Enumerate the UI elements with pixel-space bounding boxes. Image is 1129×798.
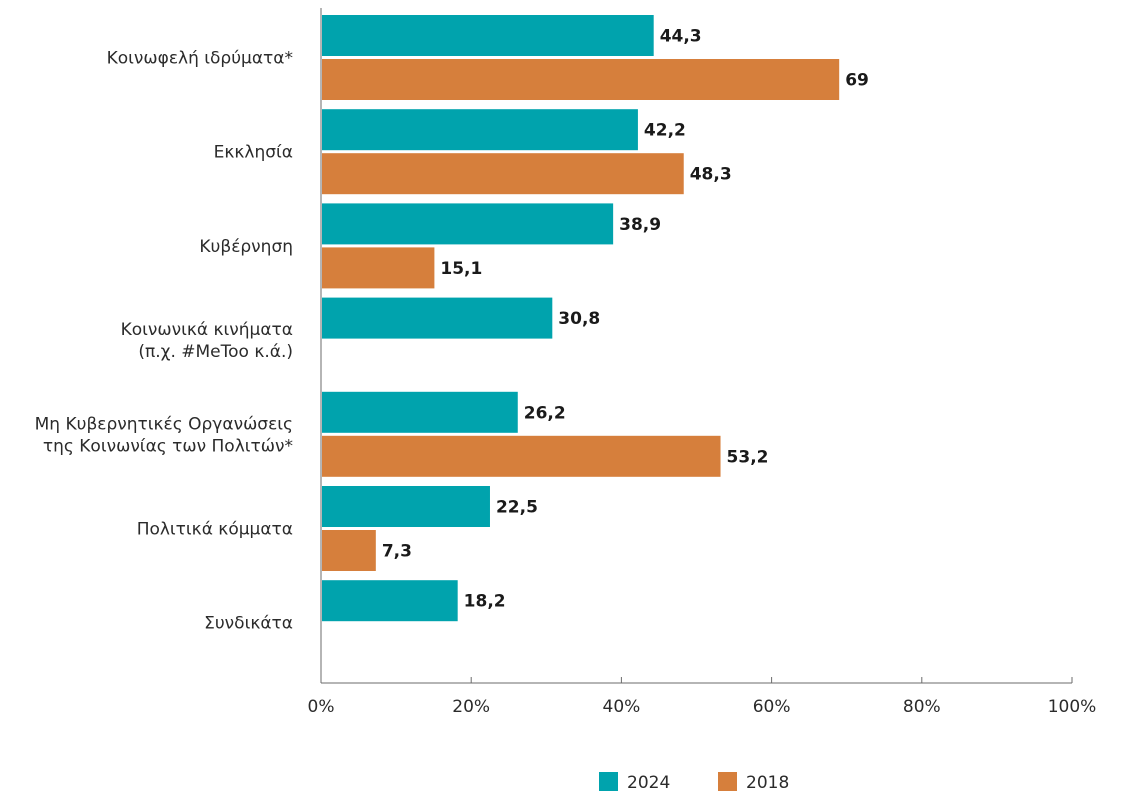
value-label-2018-5: 7,3 xyxy=(382,542,412,562)
bar-2024-0 xyxy=(322,15,654,56)
legend: 2024 2018 xyxy=(599,772,789,793)
bar-2018-0 xyxy=(322,59,840,100)
category-label-3: Κοινωνικά κινήματα xyxy=(121,320,293,340)
category-label-4: Μη Κυβερνητικές Οργανώσεις xyxy=(35,414,293,434)
value-label-2024-4: 26,2 xyxy=(524,403,566,423)
value-label-2018-4: 53,2 xyxy=(727,447,769,467)
category-label-4: της Κοινωνίας των Πολιτών* xyxy=(43,436,293,456)
category-label-3: (π.χ. #MeToo κ.ά.) xyxy=(138,342,293,362)
legend-swatch-2024 xyxy=(599,772,618,791)
bar-2024-1 xyxy=(322,109,638,151)
bar-2018-1 xyxy=(322,153,684,195)
bars-group xyxy=(322,15,840,622)
category-label-2: Κυβέρνηση xyxy=(199,237,293,257)
bar-2024-2 xyxy=(322,203,614,245)
category-labels-group: Κοινωφελή ιδρύματα* Εκκλησία Κυβέρνηση Κοιν… xyxy=(35,49,293,634)
x-tick-labels-group: 0% 20% 40% 60% 80% 100% xyxy=(308,697,1097,717)
bar-2018-2 xyxy=(322,247,435,289)
x-tick-label: 100% xyxy=(1048,697,1097,717)
category-label-1: Εκκλησία xyxy=(214,143,293,163)
bar-2024-6 xyxy=(322,580,458,622)
value-label-2018-2: 15,1 xyxy=(440,259,482,279)
legend-swatch-2018 xyxy=(718,772,737,791)
value-label-2024-3: 30,8 xyxy=(558,309,600,329)
bar-2024-5 xyxy=(322,486,490,527)
category-label-6: Συνδικάτα xyxy=(204,614,293,634)
value-label-2018-1: 48,3 xyxy=(690,165,732,185)
value-labels-group: 44,3 69 42,2 48,3 38,9 15,1 30,8 26,2 53,2 22,5 7,… xyxy=(382,27,869,612)
value-label-2024-6: 18,2 xyxy=(464,592,506,612)
x-tick-label: 80% xyxy=(903,697,941,717)
bar-2018-4 xyxy=(322,435,721,477)
axes-group xyxy=(320,8,1073,684)
x-tick-label: 0% xyxy=(308,697,335,717)
bar-2024-4 xyxy=(322,391,518,433)
bar-2018-5 xyxy=(322,530,376,571)
value-label-2018-0: 69 xyxy=(845,71,869,91)
category-label-5: Πολιτικά κόμματα xyxy=(137,520,293,540)
value-label-2024-2: 38,9 xyxy=(619,215,661,235)
legend-label-2018: 2018 xyxy=(746,773,789,793)
legend-label-2024: 2024 xyxy=(627,773,670,793)
value-label-2024-0: 44,3 xyxy=(660,27,702,47)
category-label-0: Κοινωφελή ιδρύματα* xyxy=(107,49,293,69)
x-tick-label: 60% xyxy=(753,697,791,717)
value-label-2024-5: 22,5 xyxy=(496,498,538,518)
value-label-2024-1: 42,2 xyxy=(644,121,686,141)
x-tick-label: 40% xyxy=(603,697,641,717)
x-tick-label: 20% xyxy=(452,697,490,717)
bar-2024-3 xyxy=(322,297,553,339)
